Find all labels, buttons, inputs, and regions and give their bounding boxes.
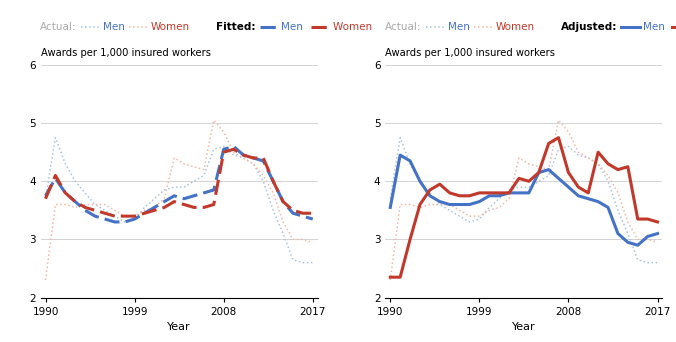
Text: Awards per 1,000 insured workers: Awards per 1,000 insured workers — [385, 48, 555, 58]
X-axis label: Year: Year — [168, 322, 191, 332]
X-axis label: Year: Year — [512, 322, 535, 332]
Legend: Actual:, Men, Women, Fitted:, Men , Women : Actual:, Men, Women, Fitted:, Men , Wome… — [18, 23, 375, 32]
Legend: Actual:, Men, Women, Adjusted:, Men , Women : Actual:, Men, Women, Adjusted:, Men , Wo… — [363, 23, 676, 32]
Text: Awards per 1,000 insured workers: Awards per 1,000 insured workers — [41, 48, 210, 58]
